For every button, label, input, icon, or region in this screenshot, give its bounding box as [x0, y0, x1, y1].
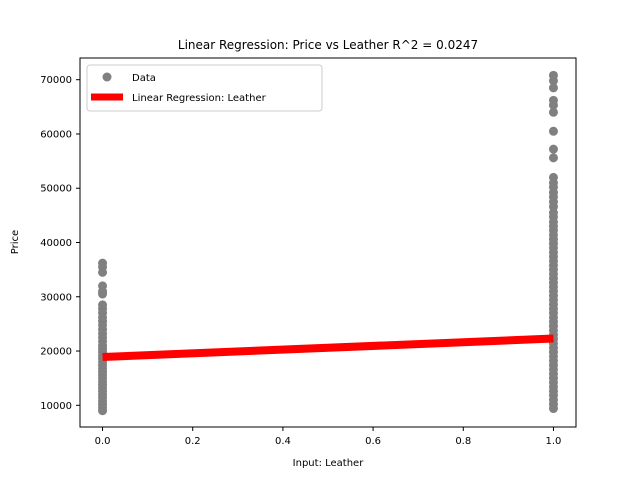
y-axis: 10000 20000 30000 40000 50000 60000 70000 — [40, 75, 80, 412]
x-axis: 0.0 0.2 0.4 0.6 0.8 1.0 — [95, 427, 562, 447]
y-tick-label-5: 60000 — [40, 129, 72, 140]
data-point-41 — [548, 100, 558, 110]
regression-line-layer — [102, 334, 554, 361]
x-tick-label-2: 0.4 — [275, 436, 291, 447]
data-point-5 — [98, 289, 108, 299]
x-tick-label-3: 0.6 — [365, 436, 381, 447]
x-tick-label-5: 1.0 — [546, 436, 562, 447]
x-tick-label-0: 0.0 — [95, 436, 111, 447]
chart-title: Linear Regression: Price vs Leather R^2 … — [178, 38, 478, 52]
y-tick-label-3: 40000 — [40, 238, 72, 249]
data-point-98 — [548, 404, 558, 414]
y-tick-label-2: 30000 — [40, 292, 72, 303]
x-axis-label: Input: Leather — [293, 458, 365, 469]
data-point-39 — [548, 83, 558, 93]
legend-regression-label: Linear Regression: Leather — [132, 93, 267, 104]
legend: Data Linear Regression: Leather — [86, 64, 323, 112]
y-tick-label-0: 10000 — [40, 401, 72, 412]
x-tick-label-4: 0.8 — [455, 436, 471, 447]
data-point-36 — [98, 406, 108, 416]
legend-frame — [86, 64, 323, 112]
data-point-42 — [548, 107, 558, 117]
y-tick-label-4: 50000 — [40, 184, 72, 195]
data-point-44 — [548, 144, 558, 154]
regression-line — [102, 334, 554, 361]
y-axis-label: Price — [10, 230, 21, 254]
data-point-2 — [98, 267, 108, 277]
y-tick-label-1: 20000 — [40, 347, 72, 358]
data-point-45 — [548, 153, 558, 163]
y-tick-label-6: 70000 — [40, 75, 72, 86]
legend-data-marker — [102, 72, 112, 82]
x-tick-label-1: 0.2 — [185, 436, 201, 447]
data-point-38 — [548, 76, 558, 86]
legend-data-label: Data — [132, 73, 156, 84]
data-point-43 — [548, 126, 558, 136]
